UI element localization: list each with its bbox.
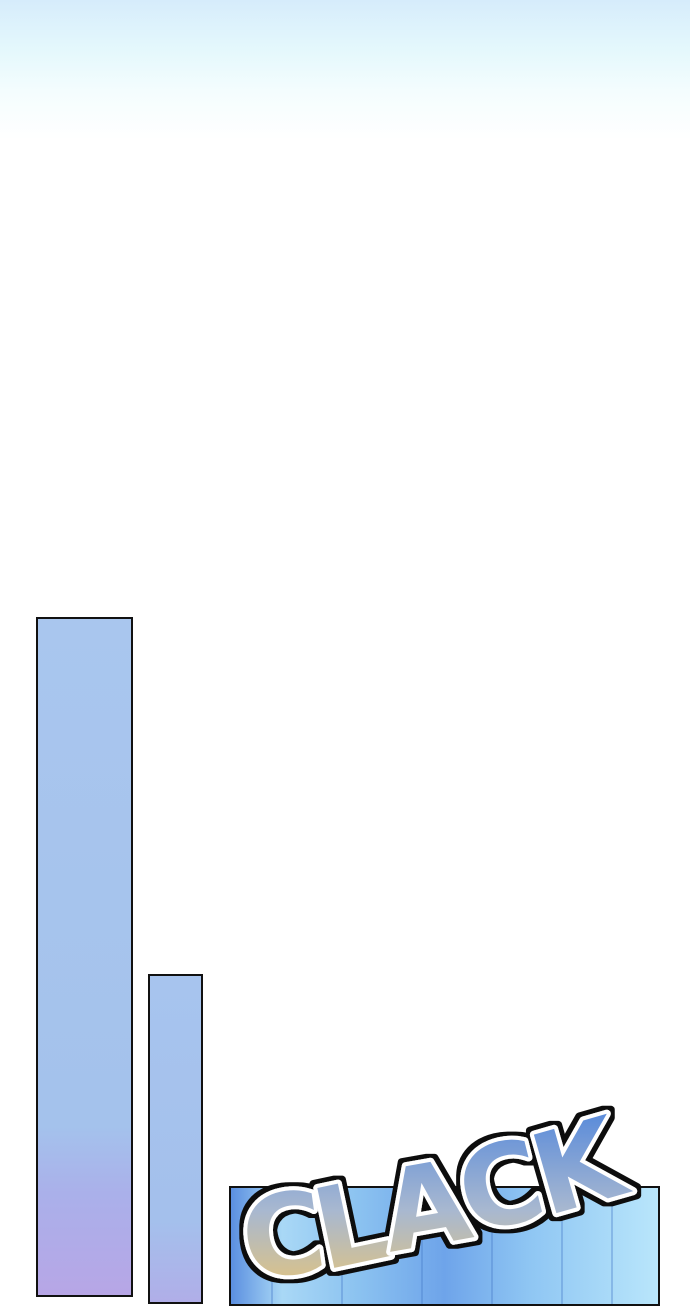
sky-background: [0, 0, 690, 140]
comic-panel-narrow: [148, 974, 203, 1304]
sfx-text: CLACK: [234, 1100, 642, 1290]
comic-panel-tall: [36, 617, 133, 1297]
clack-sound-effect: CLACK: [230, 1100, 651, 1290]
